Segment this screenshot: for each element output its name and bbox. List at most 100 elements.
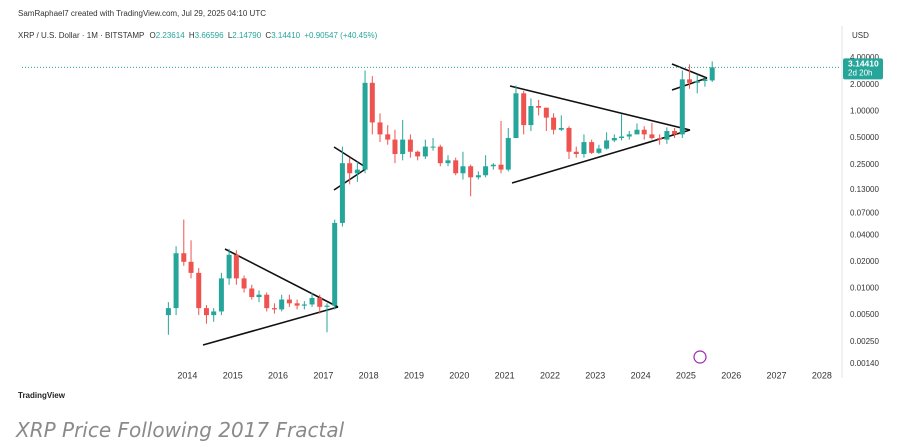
- candles: [165, 61, 715, 335]
- candle-body: [641, 129, 647, 135]
- candle-body: [596, 148, 602, 153]
- candle-body: [468, 166, 474, 178]
- x-tick-label: 2017: [313, 370, 333, 380]
- x-tick-label: 2025: [676, 370, 696, 380]
- candle-body: [490, 164, 496, 167]
- candle-body: [286, 299, 292, 304]
- candle-body: [309, 298, 315, 305]
- candle-body: [611, 138, 617, 141]
- candle-body: [453, 160, 459, 174]
- candle-body: [301, 304, 307, 306]
- y-tick-label: 0.02000: [850, 257, 879, 266]
- legend: XRP / U.S. Dollar · 1M · BITSTAMP O2.236…: [18, 31, 378, 40]
- candle-body: [709, 67, 715, 81]
- candle-body: [566, 127, 572, 152]
- x-tick-label: 2023: [585, 370, 605, 380]
- countdown: 2d 20h: [848, 68, 872, 77]
- candle-body: [619, 136, 625, 139]
- candle-body: [211, 311, 217, 316]
- candle-body: [672, 131, 678, 135]
- candle-body: [196, 272, 202, 309]
- y-tick-label: 1.00000: [850, 106, 879, 115]
- candle-body: [415, 151, 421, 157]
- candle-body: [702, 79, 708, 82]
- caption: XRP Price Following 2017 Fractal: [16, 418, 345, 442]
- x-tick-label: 2027: [767, 370, 787, 380]
- change: +0.90547 (+40.45%): [304, 31, 377, 40]
- trendline: [509, 85, 691, 131]
- candle-body: [536, 106, 542, 108]
- candle-body: [385, 134, 391, 140]
- candle-body: [558, 127, 564, 130]
- candle-body: [543, 107, 549, 118]
- candle-body: [445, 160, 451, 164]
- ohlc-value: 3.14410: [271, 31, 300, 40]
- y-tick-label: 0.00140: [850, 359, 879, 368]
- candle-body: [173, 253, 179, 309]
- y-tick-label: 0.50000: [850, 133, 879, 142]
- y-tick-label: 0.25000: [850, 160, 879, 169]
- candle-body: [657, 138, 663, 140]
- candle-body: [218, 278, 224, 312]
- candle-body: [241, 278, 247, 289]
- background: [0, 0, 903, 410]
- candle-body: [165, 308, 171, 316]
- candle-body: [664, 131, 670, 140]
- y-tick-label: 0.13000: [850, 185, 879, 194]
- candle-body: [188, 261, 194, 273]
- x-tick-label: 2019: [404, 370, 424, 380]
- candle-body: [679, 79, 685, 135]
- x-tick-label: 2016: [268, 370, 288, 380]
- x-tick-label: 2022: [540, 370, 560, 380]
- candle-body: [354, 169, 360, 174]
- candle-body: [626, 134, 632, 137]
- y-tick-label: 0.00250: [850, 337, 879, 346]
- trendlines: [202, 63, 708, 346]
- symbol: XRP / U.S. Dollar · 1M · BITSTAMP: [18, 31, 144, 40]
- candle-body: [332, 222, 338, 306]
- candle-body: [528, 106, 534, 126]
- candle-body: [521, 93, 527, 126]
- candle-body: [687, 79, 693, 83]
- candle-body: [573, 151, 579, 155]
- candle-body: [498, 164, 504, 170]
- candle-body: [324, 305, 330, 307]
- candle-body: [181, 253, 187, 262]
- candle-body: [505, 138, 511, 170]
- ohlc-value: 2.23614: [156, 31, 185, 40]
- x-tick-label: 2028: [812, 370, 832, 380]
- candle-body: [460, 166, 466, 174]
- candle-body: [475, 175, 481, 178]
- ohlc-value: 3.66596: [195, 31, 224, 40]
- candle-body: [513, 93, 519, 139]
- x-tick-label: 2026: [721, 370, 741, 380]
- candle-body: [317, 298, 323, 307]
- y-tick-label: 2.00000: [850, 80, 879, 89]
- logo: TradingView: [18, 391, 66, 400]
- candle-body: [551, 117, 557, 130]
- x-tick-label: 2014: [177, 370, 197, 380]
- candle-body: [694, 81, 700, 83]
- attribution: SamRaphael7 created with TradingView.com…: [18, 9, 266, 18]
- candle-body: [437, 146, 443, 164]
- candle-body: [249, 288, 255, 298]
- candle-body: [422, 146, 428, 157]
- candle-body: [271, 308, 277, 310]
- candle-body: [589, 142, 595, 153]
- candle-body: [392, 139, 398, 155]
- candle-body: [649, 134, 655, 139]
- price-tag: [843, 58, 883, 80]
- trendline: [333, 146, 368, 169]
- candle-body: [362, 82, 368, 170]
- candle-body: [256, 294, 262, 298]
- candle-body: [377, 122, 383, 135]
- trendline: [224, 248, 339, 308]
- candle-body: [226, 254, 232, 279]
- y-tick-label: 4.00000: [850, 53, 879, 62]
- candle-body: [369, 82, 375, 123]
- currency: USD: [852, 31, 869, 40]
- watermark-icon: [693, 350, 707, 364]
- y-tick-label: 0.07000: [850, 209, 879, 218]
- candle-body: [430, 146, 436, 148]
- y-tick-label: 0.01000: [850, 284, 879, 293]
